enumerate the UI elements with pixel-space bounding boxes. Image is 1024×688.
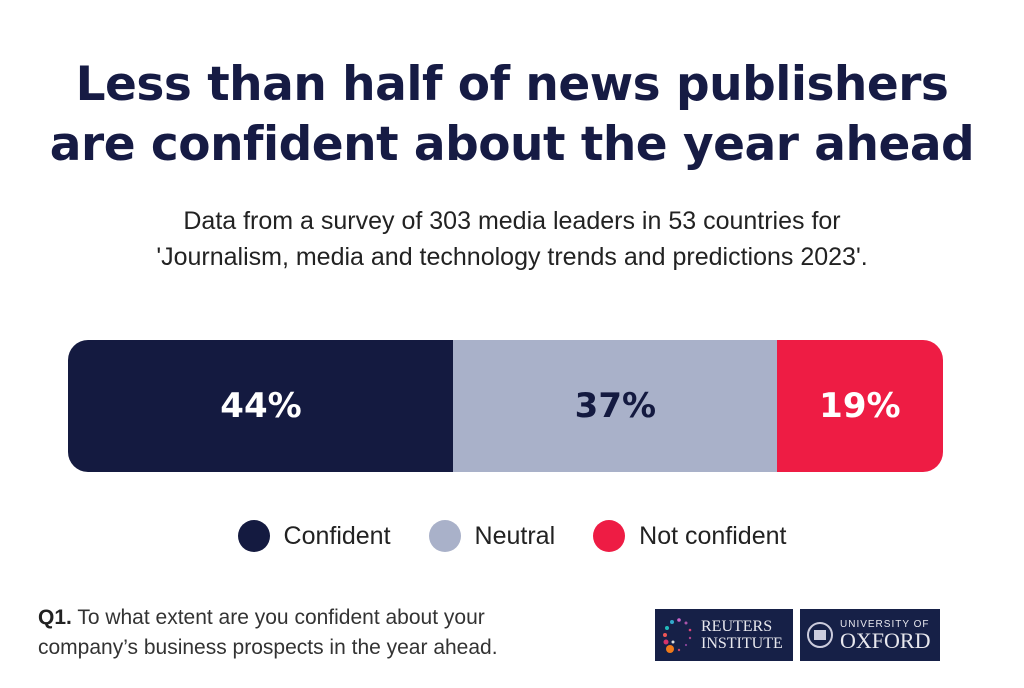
- legend-item-neutral: Neutral: [428, 520, 556, 552]
- subtitle-line-1: Data from a survey of 303 media leaders …: [183, 207, 841, 235]
- oxford-line-1: UNIVERSITY OF: [840, 618, 930, 630]
- legend-item-not-confident: Not confident: [593, 520, 786, 552]
- stacked-bar: 44% 37% 19%: [68, 340, 943, 472]
- legend-swatch-neutral: [428, 520, 461, 552]
- bar-segment-not-confident: 19%: [776, 340, 943, 472]
- legend-swatch-confident: [237, 520, 270, 552]
- bar-segment-confident: 44%: [68, 340, 454, 472]
- title-line-1: Less than half of news publishers: [75, 57, 949, 112]
- legend-item-confident: Confident: [237, 520, 391, 552]
- data-label-neutral: 37%: [574, 386, 657, 426]
- bar-segment-neutral: 37%: [453, 340, 778, 472]
- subtitle-line-2: 'Journalism, media and technology trends…: [156, 243, 868, 271]
- reuters-institute-logo: REUTERS INSTITUTE: [655, 609, 793, 661]
- data-label-confident: 44%: [220, 386, 302, 426]
- legend-label-confident: Confident: [283, 521, 391, 550]
- data-label-not-confident: 19%: [819, 386, 901, 426]
- legend-label-not-confident: Not confident: [639, 521, 787, 550]
- footnote-text-1: To what extent are you confident about y…: [71, 606, 485, 629]
- footnote-text-2: company’s business prospects in the year…: [38, 636, 498, 659]
- reuters-dots-icon: [663, 618, 692, 653]
- legend: Confident Neutral Not confident: [0, 520, 1024, 552]
- chart-subtitle: Data from a survey of 303 media leaders …: [0, 203, 1024, 275]
- footnote-label: Q1.: [38, 606, 72, 629]
- chart-title: Less than half of news publishers are co…: [0, 55, 1024, 175]
- oxford-crest-icon: [807, 622, 833, 648]
- reuters-line-2: INSTITUTE: [701, 635, 783, 652]
- legend-swatch-not-confident: [593, 520, 626, 552]
- legend-label-neutral: Neutral: [474, 521, 556, 550]
- footnote: Q1. To what extent are you confident abo…: [38, 603, 498, 663]
- oxford-logo: UNIVERSITY OF OXFORD: [800, 609, 940, 661]
- title-line-2: are confident about the year ahead: [49, 117, 975, 172]
- reuters-line-1: REUTERS: [701, 618, 773, 635]
- oxford-line-2: OXFORD: [840, 627, 931, 653]
